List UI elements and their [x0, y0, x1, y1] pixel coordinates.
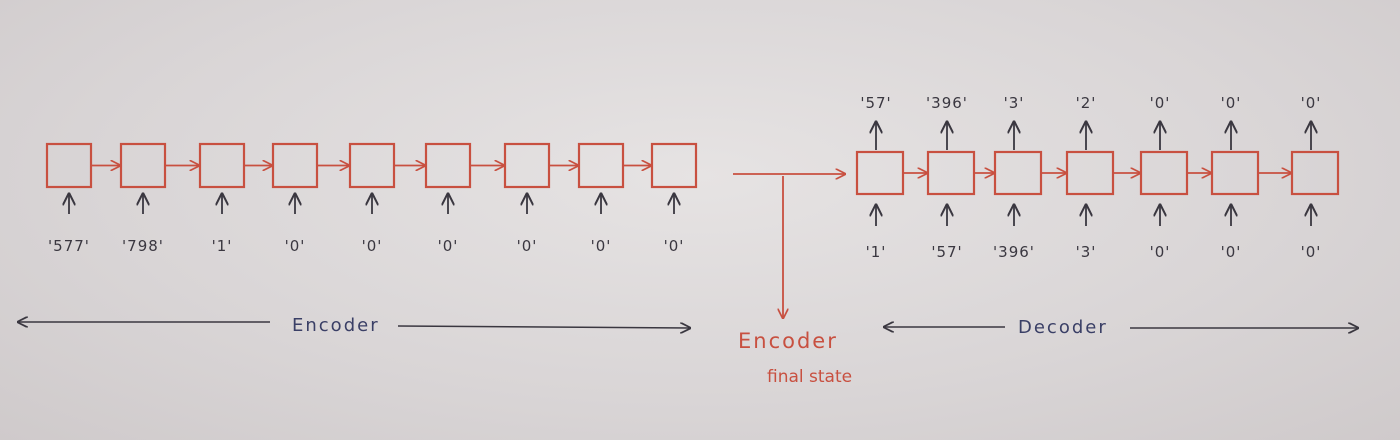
decoder-output-label: '396': [926, 94, 968, 112]
encoder-span-right-arrow: [397, 326, 690, 328]
encoder-input-label: '798': [122, 237, 164, 255]
decoder-input-label: '0': [1301, 243, 1322, 261]
decoder-output-label: '0': [1221, 94, 1242, 112]
decoder-input-label: '3': [1076, 243, 1097, 261]
decoder-cell: [993, 150, 1043, 196]
decoder-output-label: '0': [1150, 94, 1171, 112]
decoder-label: Decoder: [1018, 317, 1108, 338]
encoder-cell: [45, 142, 93, 189]
decoder-cell: [855, 150, 905, 196]
encoder-input-label: '0': [664, 237, 685, 255]
decoder-input-label: '396': [993, 243, 1035, 261]
encoder-cell: [271, 142, 319, 189]
decoder-output-label: '2': [1076, 94, 1097, 112]
encoder-cell: [119, 142, 167, 189]
decoder-input-label: '57': [931, 243, 962, 261]
decoder-output-label: '57': [860, 94, 891, 112]
decoder-cell: [1210, 150, 1260, 196]
final-state-title: Encoder: [738, 329, 838, 353]
encoder-input-label: '0': [517, 237, 538, 255]
decoder-input-label: '0': [1221, 243, 1242, 261]
encoder-input-label: '0': [362, 237, 383, 255]
encoder-input-label: '0': [285, 237, 306, 255]
encoder-input-label: '577': [48, 237, 90, 255]
encoder-input-label: '1': [212, 237, 233, 255]
decoder-output-label: '3': [1004, 94, 1025, 112]
encoder-input-label: '0': [438, 237, 459, 255]
decoder-input-label: '0': [1150, 243, 1171, 261]
encoder-cell: [348, 142, 396, 189]
decoder-cell: [1290, 150, 1340, 196]
encoder-input-label: '0': [591, 237, 612, 255]
decoder-cell: [1065, 150, 1115, 196]
decoder-output-label: '0': [1301, 94, 1322, 112]
encoder-cell: [577, 142, 625, 189]
final-state-subtitle: final state: [767, 367, 852, 387]
encoder-cell: [424, 142, 472, 189]
decoder-group: '57' '1' '396' '57' '3' '396' '2' '3' '0' '0' '0' '…: [855, 94, 1340, 261]
decoder-cell: [926, 150, 976, 196]
encoder-cell: [503, 142, 551, 189]
encoder-cell: [650, 142, 698, 189]
decoder-cell: [1139, 150, 1189, 196]
encoder-cell: [198, 142, 246, 189]
decoder-input-label: '1': [866, 243, 887, 261]
encoder-label: Encoder: [292, 315, 380, 336]
encoder-group: '577' '798' '1' '0' '0' '0' '0' '0' '0': [45, 142, 698, 255]
